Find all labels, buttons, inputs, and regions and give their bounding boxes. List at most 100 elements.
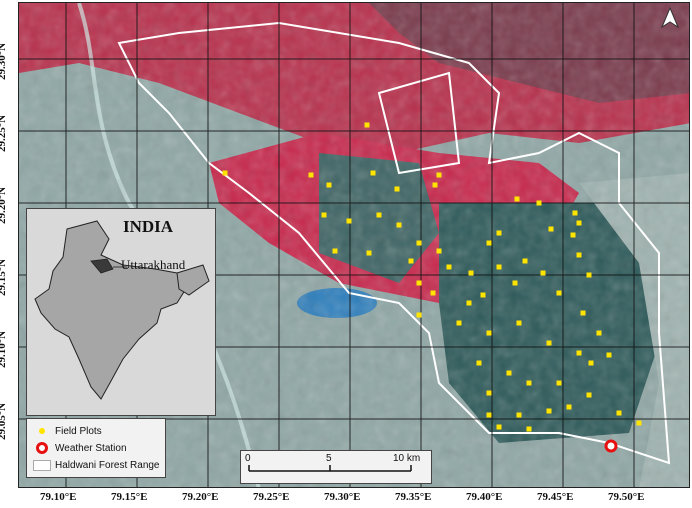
- lon-label-79-15: 79.15°E: [111, 491, 148, 503]
- field-plot-marker: [496, 424, 502, 430]
- field-plot-marker: [636, 420, 642, 426]
- field-plot-marker: [576, 252, 582, 258]
- field-plot-marker: [606, 352, 612, 358]
- field-plot-marker: [376, 212, 382, 218]
- weather-station-icon: [33, 442, 51, 454]
- field-plot-marker: [546, 340, 552, 346]
- field-plot-marker: [308, 172, 314, 178]
- field-plot-marker: [480, 292, 486, 298]
- lon-label-79-30: 79.30°E: [324, 491, 361, 503]
- field-plot-marker: [514, 196, 520, 202]
- inset-state-label: Uttarakhand: [121, 257, 186, 272]
- legend-item-weather-station: Weather Station: [33, 441, 127, 455]
- field-plot-marker: [526, 426, 532, 432]
- field-plot-icon: [33, 428, 51, 434]
- field-plot-marker: [396, 222, 402, 228]
- field-plot-marker: [576, 350, 582, 356]
- field-plot-marker: [512, 280, 518, 286]
- field-plot-marker: [566, 404, 572, 410]
- field-plot-marker: [366, 250, 372, 256]
- field-plot-marker: [570, 232, 576, 238]
- field-plot-marker: [486, 240, 492, 246]
- lon-label-79-25: 79.25°E: [253, 491, 290, 503]
- field-plot-marker: [321, 212, 327, 218]
- field-plot-marker: [486, 330, 492, 336]
- field-plot-marker: [370, 170, 376, 176]
- field-plot-marker: [486, 390, 492, 396]
- field-plot-marker: [416, 280, 422, 286]
- lon-label-79-10: 79.10°E: [40, 491, 77, 503]
- lon-label-79-20: 79.20°E: [182, 491, 219, 503]
- field-plot-marker: [364, 122, 370, 128]
- field-plot-marker: [548, 226, 554, 232]
- field-plot-marker: [394, 186, 400, 192]
- field-plot-marker: [456, 320, 462, 326]
- inner-boundary: [377, 71, 461, 175]
- field-plot-marker: [476, 360, 482, 366]
- field-plot-marker: [588, 360, 594, 366]
- field-plot-marker: [332, 248, 338, 254]
- lat-label-29-05: 29.05°N: [0, 402, 8, 440]
- lat-label-29-10: 29.10°N: [0, 330, 8, 368]
- lon-label-79-50: 79.50°E: [608, 491, 645, 503]
- field-plot-marker: [556, 380, 562, 386]
- scale-bar-graphic: [248, 465, 412, 472]
- lon-label-79-40: 79.40°E: [466, 491, 503, 503]
- field-plots: [222, 122, 642, 432]
- field-plot-marker: [496, 230, 502, 236]
- field-plot-marker: [572, 210, 578, 216]
- legend-label: Field Plots: [55, 425, 102, 437]
- field-plot-marker: [522, 258, 528, 264]
- lat-label-29-25: 29.25°N: [0, 114, 8, 152]
- india-inset-map: INDIA Uttarakhand: [26, 208, 216, 416]
- lat-label-29-30: 29.30°N: [0, 42, 8, 80]
- field-plot-marker: [486, 412, 492, 418]
- field-plot-marker: [506, 370, 512, 376]
- field-plot-marker: [586, 272, 592, 278]
- field-plot-marker: [432, 182, 438, 188]
- uttarakhand-shape: [90, 258, 114, 274]
- lon-label-79-35: 79.35°E: [395, 491, 432, 503]
- field-plot-marker: [576, 220, 582, 226]
- field-plot-marker: [468, 270, 474, 276]
- field-plot-marker: [516, 320, 522, 326]
- field-plot-marker: [580, 310, 586, 316]
- field-plot-marker: [526, 380, 532, 386]
- scale-tick-0: 0: [245, 453, 251, 464]
- legend-label: Weather Station: [55, 442, 127, 454]
- field-plot-marker: [436, 248, 442, 254]
- field-plot-marker: [346, 218, 352, 224]
- field-plot-marker: [408, 258, 414, 264]
- lat-label-29-15: 29.15°N: [0, 258, 8, 296]
- field-plot-marker: [540, 270, 546, 276]
- field-plot-marker: [546, 408, 552, 414]
- field-plot-marker: [536, 200, 542, 206]
- field-plot-marker: [326, 182, 332, 188]
- lon-label-79-45: 79.45°E: [537, 491, 574, 503]
- legend-item-forest-range: Haldwani Forest Range: [33, 458, 160, 472]
- field-plot-marker: [446, 264, 452, 270]
- field-plot-marker: [436, 172, 442, 178]
- field-plot-marker: [430, 290, 436, 296]
- field-plot-marker: [586, 392, 592, 398]
- india-country-shape: [34, 220, 188, 400]
- field-plot-marker: [596, 330, 602, 336]
- weather-station-marker: [604, 439, 618, 453]
- scale-bar: 0 5 10 km: [240, 450, 432, 484]
- field-plot-marker: [496, 264, 502, 270]
- north-arrow-icon: [660, 6, 680, 29]
- field-plot-marker: [222, 170, 228, 176]
- scale-tick-10: 10 km: [393, 453, 421, 464]
- legend-item-field-plots: Field Plots: [33, 424, 102, 438]
- field-plot-marker: [466, 300, 472, 306]
- northeast-shape: [176, 264, 210, 296]
- forest-range-boundary: [117, 21, 671, 465]
- lat-label-29-20: 29.20°N: [0, 186, 8, 224]
- legend-label: Haldwani Forest Range: [55, 459, 160, 471]
- inset-title: INDIA: [123, 217, 174, 236]
- forest-range-icon: [33, 459, 51, 471]
- india-outline: [34, 220, 210, 400]
- field-plot-marker: [416, 240, 422, 246]
- field-plot-marker: [616, 410, 622, 416]
- field-plot-marker: [516, 412, 522, 418]
